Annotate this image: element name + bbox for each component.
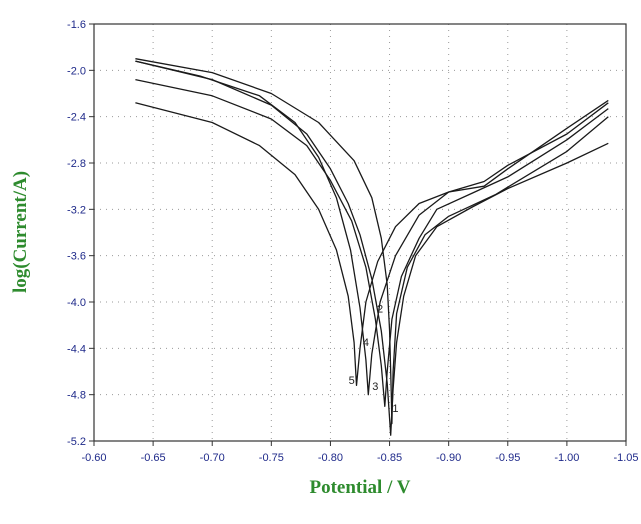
- plot-frame: [93, 23, 627, 442]
- x-tick-label: -0.85: [377, 452, 402, 464]
- curves: [135, 58, 609, 436]
- y-tick-label: -1.6: [67, 19, 86, 31]
- y-tick-label: -2.4: [67, 112, 86, 124]
- y-tick-label: -3.2: [67, 204, 86, 216]
- series-3-line: [135, 78, 609, 407]
- y-axis-ticks: -1.6 -2.0 -2.4 -2.8 -3.2 -3.6 -4.0 -4.4 -4.8 -5.2: [67, 19, 94, 448]
- curve-labels: 1 2 3 4 5: [349, 303, 399, 415]
- x-tick-label: -0.70: [200, 452, 225, 464]
- series-4-label: 4: [363, 337, 369, 349]
- x-tick-label: -0.80: [318, 452, 343, 464]
- series-5-label: 5: [349, 375, 355, 387]
- x-tick-label: -0.60: [81, 452, 106, 464]
- x-tick-label: -1.00: [554, 452, 579, 464]
- y-tick-label: -4.0: [67, 297, 86, 309]
- y-axis-label: log(Current/A): [10, 171, 31, 293]
- x-axis-ticks: -0.60 -0.65 -0.70 -0.75 -0.80 -0.85 -0.90 -0.95…: [81, 441, 639, 464]
- series-1-label: 1: [392, 403, 398, 415]
- y-tick-label: -3.6: [67, 251, 86, 263]
- series-1-line: [135, 60, 609, 436]
- series-5-line: [135, 99, 609, 387]
- y-tick-label: -2.0: [67, 65, 86, 77]
- series-2-line: [135, 58, 609, 425]
- x-tick-label: -0.75: [259, 452, 284, 464]
- y-tick-label: -2.8: [67, 158, 86, 170]
- y-tick-label: -4.4: [67, 343, 86, 355]
- x-tick-label: -1.05: [613, 452, 638, 464]
- x-tick-label: -0.65: [141, 452, 166, 464]
- y-tick-label: -5.2: [67, 436, 86, 448]
- series-4-line: [135, 60, 609, 396]
- x-axis-label: Potential / V: [310, 477, 411, 498]
- x-tick-label: -0.95: [495, 452, 520, 464]
- series-2-label: 2: [377, 303, 383, 315]
- plot-area: [94, 24, 626, 441]
- series-3-label: 3: [372, 381, 378, 393]
- y-tick-label: -4.8: [67, 390, 86, 402]
- x-tick-label: -0.90: [436, 452, 461, 464]
